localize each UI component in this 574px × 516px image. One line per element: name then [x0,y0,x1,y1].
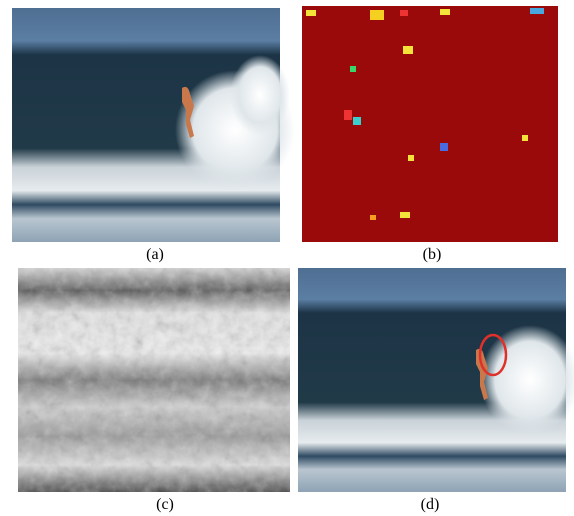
page: (a) (b) (c) (d) (() => { const data = JS… [0,0,574,516]
caption: (d) [421,496,440,513]
caption: (b) [423,246,442,263]
figure: (a) (b) (c) (d) [0,0,574,516]
panel-c [18,268,290,492]
caption: (c) [156,496,174,513]
caption: (a) [146,246,164,263]
panel-d [298,268,574,492]
panel-a [12,8,295,242]
panel-b [302,6,558,242]
